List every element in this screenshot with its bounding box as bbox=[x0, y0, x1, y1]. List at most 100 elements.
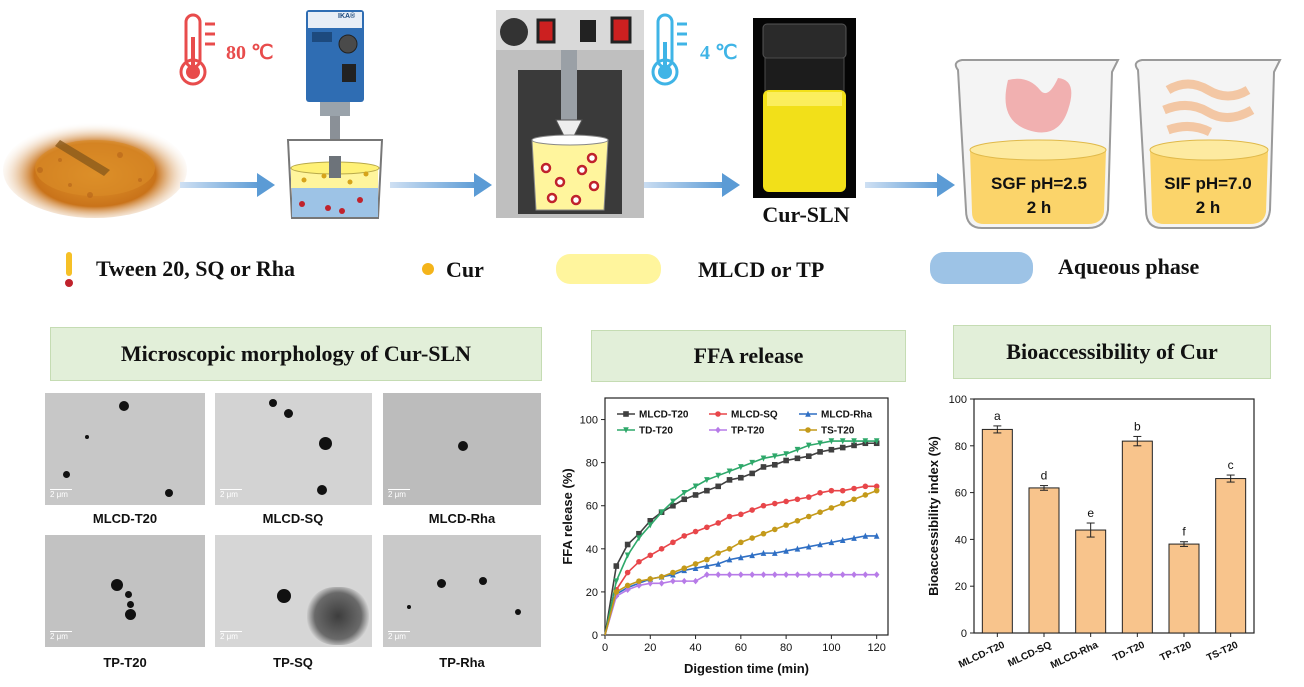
data-point bbox=[704, 477, 710, 484]
scale-bar: 2 μm bbox=[50, 489, 72, 499]
data-point bbox=[772, 549, 778, 556]
scale-bar: 2 μm bbox=[388, 489, 410, 499]
data-point bbox=[647, 522, 654, 529]
tem-label: TP-SQ bbox=[273, 655, 313, 670]
data-point bbox=[715, 520, 721, 526]
data-point bbox=[828, 487, 835, 494]
legend-item: TS-T20 bbox=[799, 426, 855, 437]
data-point bbox=[805, 494, 812, 500]
data-point bbox=[873, 483, 880, 490]
sif-label: SIF pH=7.0 2 h bbox=[1150, 172, 1266, 220]
data-point bbox=[783, 571, 789, 578]
data-point bbox=[715, 483, 721, 490]
data-point bbox=[715, 550, 721, 556]
y-tick-label: 0 bbox=[592, 630, 598, 642]
data-point bbox=[623, 411, 629, 417]
significance-letter: b bbox=[1134, 419, 1141, 433]
data-point bbox=[658, 579, 665, 587]
data-point bbox=[670, 577, 676, 585]
data-point bbox=[749, 459, 755, 466]
data-point bbox=[828, 438, 835, 445]
scale-bar: 2 μm bbox=[220, 631, 242, 641]
data-point bbox=[726, 468, 733, 475]
data-point bbox=[783, 522, 789, 528]
flow-arrow-1 bbox=[180, 173, 275, 197]
data-point bbox=[749, 535, 755, 541]
data-point bbox=[658, 509, 665, 516]
tem-label: MLCD-SQ bbox=[262, 511, 324, 526]
y-tick-label: 40 bbox=[586, 544, 598, 556]
tem-label: MLCD-T20 bbox=[92, 511, 158, 526]
scale-bar: 2 μm bbox=[50, 631, 72, 641]
ffa-release-chart: 0 20 40 60 80 100 120 0 20 40 60 80 100 Digestion tim… bbox=[560, 397, 889, 676]
data-point bbox=[704, 524, 710, 531]
data-point bbox=[704, 487, 710, 494]
data-point bbox=[839, 500, 846, 507]
data-point bbox=[828, 539, 835, 546]
data-point bbox=[692, 483, 699, 490]
y-tick-label: 100 bbox=[580, 415, 598, 427]
data-point bbox=[715, 472, 721, 479]
sgf-beaker bbox=[954, 59, 1120, 229]
tem-image: 2 μm bbox=[215, 393, 372, 505]
lipid-swatch bbox=[556, 254, 661, 284]
series-ts-t20 bbox=[604, 487, 880, 636]
homogenizer-brand: IKA® bbox=[338, 13, 356, 20]
legend-label: MLCD-Rha bbox=[821, 410, 873, 421]
data-point bbox=[794, 496, 801, 503]
data-point bbox=[647, 576, 654, 582]
data-point bbox=[647, 552, 654, 559]
y-tick-label: 20 bbox=[586, 587, 598, 599]
data-point bbox=[715, 411, 721, 417]
data-point bbox=[772, 500, 778, 507]
ffa-title: FFA release bbox=[591, 330, 906, 382]
legend-label: MLCD-SQ bbox=[731, 410, 778, 421]
data-point bbox=[613, 578, 620, 585]
cur-sln-label: Cur-SLN bbox=[762, 202, 850, 227]
legend-item: TD-T20 bbox=[617, 426, 673, 437]
flow-arrow-3 bbox=[640, 173, 740, 197]
y-tick-label: 80 bbox=[586, 458, 598, 470]
data-point bbox=[624, 552, 631, 559]
data-point bbox=[805, 410, 811, 417]
sif-time-text: 2 h bbox=[1195, 198, 1221, 217]
x-tick-label: TP-T20 bbox=[1158, 640, 1193, 664]
data-point bbox=[862, 532, 869, 539]
data-point bbox=[624, 541, 631, 548]
legend-cur-text: Cur bbox=[446, 257, 484, 282]
data-point bbox=[681, 496, 688, 503]
data-point bbox=[772, 571, 778, 578]
legend-surfactant-text: Tween 20, SQ or Rha bbox=[96, 256, 296, 281]
tem-image: 2 μm bbox=[383, 535, 541, 647]
x-tick-label: 0 bbox=[602, 642, 608, 654]
data-point bbox=[670, 498, 676, 505]
data-point bbox=[738, 474, 744, 481]
data-point bbox=[624, 569, 631, 576]
cur-dot-icon bbox=[422, 263, 434, 275]
data-point bbox=[715, 560, 721, 567]
data-point bbox=[828, 571, 835, 578]
data-point bbox=[794, 545, 801, 552]
significance-letter: f bbox=[1182, 525, 1186, 539]
data-point bbox=[692, 528, 699, 535]
data-point bbox=[726, 556, 733, 563]
plot-frame bbox=[973, 398, 1255, 634]
legend-label: TD-T20 bbox=[639, 426, 673, 437]
data-point bbox=[738, 554, 744, 561]
data-point bbox=[805, 427, 811, 433]
x-axis-label: Digestion time (min) bbox=[684, 661, 809, 676]
data-point bbox=[670, 502, 676, 509]
data-point bbox=[623, 427, 629, 434]
data-point bbox=[692, 564, 699, 572]
data-point bbox=[726, 571, 733, 578]
data-point bbox=[783, 457, 789, 464]
series-line bbox=[604, 442, 877, 636]
aqueous-swatch bbox=[930, 252, 1033, 284]
data-point bbox=[873, 438, 880, 445]
data-point bbox=[794, 571, 801, 578]
tem-image: 2 μm bbox=[215, 535, 372, 647]
series-td-t20 bbox=[604, 438, 880, 636]
data-point bbox=[715, 571, 721, 578]
data-point bbox=[794, 455, 801, 462]
data-point bbox=[783, 498, 789, 505]
